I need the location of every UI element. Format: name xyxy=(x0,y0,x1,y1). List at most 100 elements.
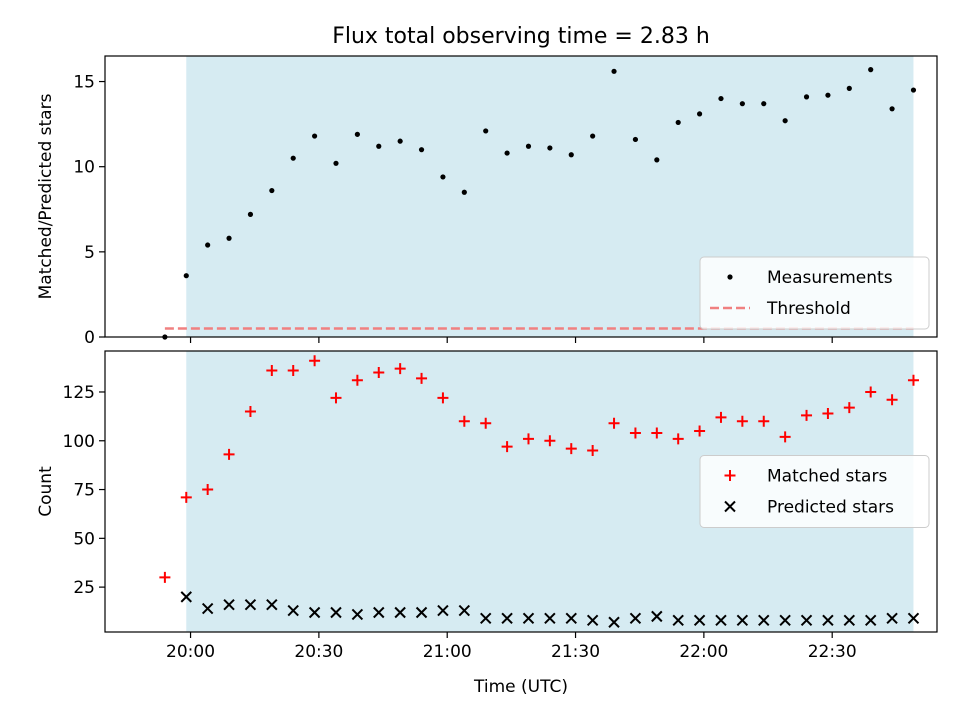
y-tick-label: 25 xyxy=(73,578,95,598)
data-point xyxy=(223,448,235,460)
x-tick-label: 21:30 xyxy=(551,642,600,662)
data-point xyxy=(696,111,703,117)
data-point xyxy=(565,612,577,625)
y-tick-label: 100 xyxy=(63,432,95,452)
data-point xyxy=(287,365,299,377)
data-point xyxy=(180,591,192,603)
legend-swatch xyxy=(727,274,733,280)
data-point xyxy=(269,187,275,194)
data-point xyxy=(418,147,425,153)
axes-frame xyxy=(104,350,938,633)
data-point xyxy=(801,409,813,421)
y-axis-label: Matched/Predicted stars xyxy=(36,93,56,299)
y-tick-label: 5 xyxy=(84,243,95,263)
y-tick-label: 125 xyxy=(63,383,95,403)
data-point xyxy=(333,160,339,166)
data-point xyxy=(590,133,596,139)
data-point xyxy=(458,604,471,617)
data-point xyxy=(608,616,620,628)
y-tick-label: 15 xyxy=(73,73,95,93)
data-point xyxy=(522,612,535,625)
data-point xyxy=(568,152,574,158)
data-point xyxy=(672,433,684,445)
data-point xyxy=(886,612,898,625)
data-point xyxy=(779,614,791,626)
y-tick-label: 75 xyxy=(73,481,95,501)
data-point xyxy=(247,211,254,217)
data-point xyxy=(675,119,681,126)
data-point xyxy=(223,598,235,611)
data-point xyxy=(822,614,834,626)
data-point xyxy=(693,614,706,626)
data-point xyxy=(865,386,877,398)
data-point xyxy=(244,598,257,611)
data-point xyxy=(437,392,449,404)
data-point xyxy=(843,614,856,626)
data-point xyxy=(330,606,342,619)
data-point xyxy=(354,131,360,137)
data-point xyxy=(718,95,724,102)
data-point xyxy=(183,273,189,279)
legend-label: Threshold xyxy=(766,299,851,319)
data-point xyxy=(180,491,192,503)
legend-label: Matched stars xyxy=(767,467,887,487)
data-point xyxy=(501,441,513,453)
data-point xyxy=(758,614,770,626)
legend-swatch xyxy=(724,470,736,481)
data-point xyxy=(739,101,745,107)
data-point xyxy=(437,604,449,617)
x-tick-label: 20:30 xyxy=(294,642,343,662)
data-point xyxy=(608,417,620,429)
data-point xyxy=(480,612,492,625)
data-point xyxy=(761,101,767,107)
data-point xyxy=(651,427,663,439)
data-point xyxy=(504,150,510,156)
legend-box xyxy=(699,256,930,330)
data-point xyxy=(803,94,810,100)
data-point xyxy=(715,411,727,423)
data-point xyxy=(910,87,917,93)
legend: Measurements Threshold xyxy=(699,256,930,330)
data-point xyxy=(330,392,342,404)
data-point xyxy=(611,68,617,74)
data-point xyxy=(415,606,428,619)
data-point xyxy=(868,67,874,73)
data-point xyxy=(440,174,446,180)
data-point xyxy=(632,136,639,143)
data-point xyxy=(825,92,831,98)
legend-label: Predicted stars xyxy=(767,498,894,518)
data-point xyxy=(736,415,748,427)
panel-counts: 25 50 75 100 125 20:00 20:30 21:00 21:30 22:00 22:… xyxy=(36,350,938,662)
data-point xyxy=(715,614,727,626)
data-point xyxy=(394,606,406,619)
data-point xyxy=(309,355,321,367)
y-tick-label: 10 xyxy=(73,158,95,178)
data-point xyxy=(565,443,577,455)
data-point xyxy=(547,145,553,151)
data-point xyxy=(846,85,852,91)
data-point xyxy=(416,372,428,384)
legend: Matched stars Predicted stars xyxy=(699,455,930,528)
data-point xyxy=(461,189,467,195)
data-point xyxy=(864,614,877,626)
data-point xyxy=(373,366,385,378)
series-predicted-stars xyxy=(180,591,920,628)
data-point xyxy=(501,612,513,625)
data-point xyxy=(290,155,296,161)
data-point xyxy=(483,128,489,134)
legend-box xyxy=(699,455,930,528)
y-axis-label: Count xyxy=(36,466,56,517)
series-measurements xyxy=(162,67,917,340)
data-point xyxy=(907,612,920,625)
data-point xyxy=(672,614,684,626)
data-point xyxy=(800,614,813,626)
data-point xyxy=(694,425,706,437)
data-point xyxy=(907,374,919,386)
data-point xyxy=(886,394,898,406)
data-point xyxy=(287,604,299,617)
data-point xyxy=(736,614,749,626)
data-point xyxy=(351,374,363,386)
y-tick-label: 0 xyxy=(84,328,95,348)
data-point xyxy=(544,612,556,625)
